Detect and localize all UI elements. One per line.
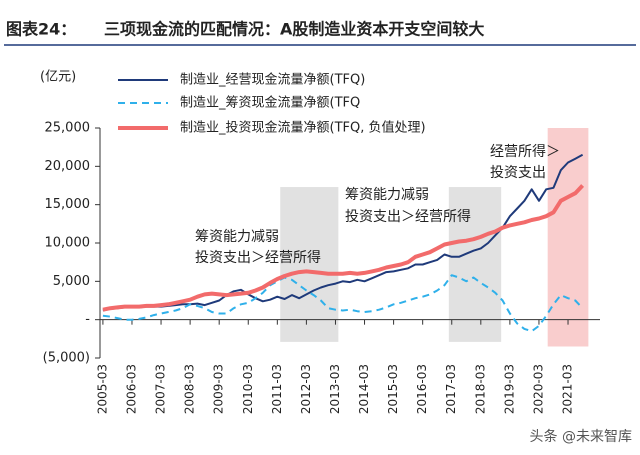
series-line	[102, 184, 585, 312]
shaded-region	[280, 187, 339, 342]
x-tick-label: 2010-03	[241, 364, 255, 414]
x-tick-label: 2016-03	[415, 364, 429, 414]
x-tick-label: 2014-03	[357, 364, 371, 414]
legend-label: 制造业_经营现金流量净额(TFQ)	[180, 72, 365, 88]
x-tick-label: 2009-03	[212, 364, 226, 414]
x-tick-label: 2012-03	[299, 364, 313, 414]
chart-title: 三项现金流的匹配情况：A股制造业资本开支空间较大	[104, 20, 484, 39]
x-tick-label: 2005-03	[95, 364, 109, 414]
x-tick-label: 2015-03	[386, 364, 400, 414]
y-tick-label: (5,000)	[43, 351, 90, 366]
y-tick-label: 15,000	[45, 197, 91, 212]
y-tick-label: 5,000	[53, 274, 90, 289]
x-tick-label: 2006-03	[124, 364, 138, 414]
x-tick-label: 2020-03	[531, 364, 545, 414]
x-tick-label: 2007-03	[154, 364, 168, 414]
watermark: 头条 @未来智库	[530, 428, 632, 445]
y-tick-label: 25,000	[45, 121, 91, 136]
annotation: 投资支出＞经营所得	[345, 208, 471, 225]
x-tick-label: 2008-03	[183, 364, 197, 414]
annotation: 投资支出＞经营所得	[195, 249, 321, 266]
annotation: 经营所得＞	[490, 143, 560, 160]
legend-label: 制造业_投资现金流量净额(TFQ, 负值处理)	[180, 120, 426, 136]
legend-label: 制造业_筹资现金流量净额(TFQ	[180, 95, 360, 111]
y-tick-label: 10,000	[45, 236, 91, 251]
shaded-region	[448, 187, 502, 342]
shaded-region	[547, 128, 589, 347]
x-tick-label: 2011-03	[270, 364, 284, 414]
y-tick-label: 20,000	[45, 159, 91, 174]
annotation: 筹资能力减弱	[195, 228, 279, 245]
y-unit: (亿元)	[40, 70, 76, 85]
x-tick-label: 2019-03	[502, 364, 516, 414]
plot-area: (5,000) - 5,000 10,000 15,000 20,000 25,000 200…	[43, 121, 600, 414]
annotation: 筹资能力减弱	[345, 186, 429, 203]
x-tick-label: 2017-03	[444, 364, 458, 414]
x-tick-label: 2021-03	[561, 364, 575, 414]
x-tick-label: 2018-03	[473, 364, 487, 414]
annotation: 投资支出	[490, 165, 546, 181]
y-tick-label: -	[85, 312, 90, 327]
chart-label: 图表24：	[6, 20, 76, 39]
x-tick-label: 2013-03	[328, 364, 342, 414]
series-line	[102, 274, 584, 333]
